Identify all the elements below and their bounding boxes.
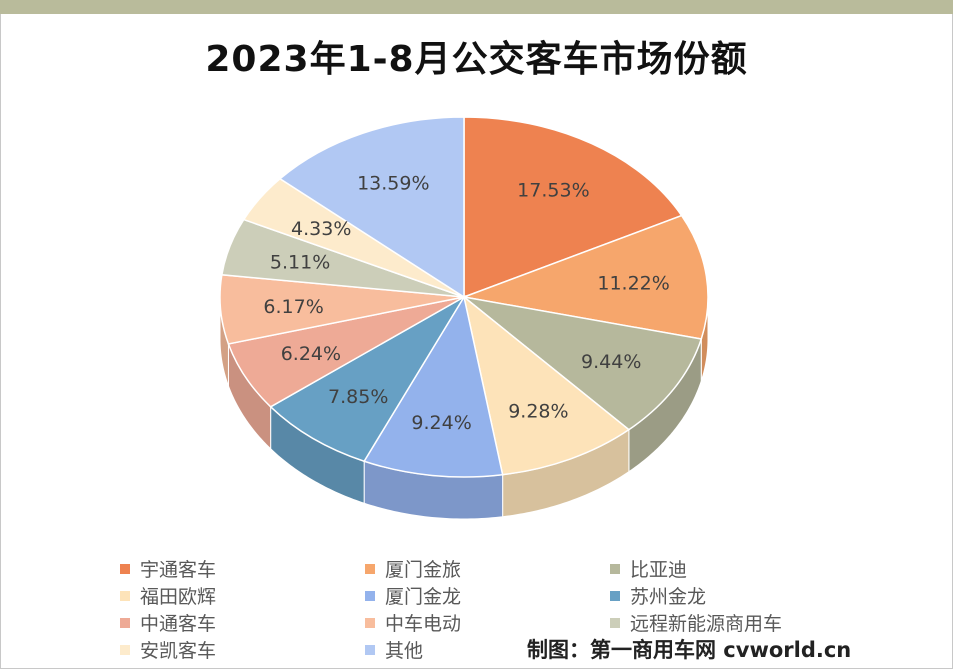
legend-item: 远程新能源商用车 — [610, 610, 870, 635]
legend-swatch — [610, 563, 620, 574]
data-label-9: 5.11% — [270, 252, 330, 274]
legend-swatch — [120, 563, 130, 574]
legend-swatch — [365, 644, 375, 655]
legend-label: 中通客车 — [140, 613, 217, 635]
pie-slice-11 — [278, 116, 465, 299]
legend-swatch — [610, 617, 620, 628]
legend-item: 中通客车 — [120, 610, 365, 635]
legend-item: 安凯客车 — [120, 637, 365, 662]
data-label-4: 9.28% — [508, 400, 568, 422]
chart-title: 2023年1-8月公交客车市场份额 — [205, 39, 748, 80]
legend-label: 远程新能源商用车 — [630, 613, 783, 635]
legend-swatch — [365, 590, 375, 601]
data-label-2: 11.22% — [597, 272, 669, 294]
legend-item: 厦门金龙 — [365, 583, 610, 608]
pie-slice-4 — [462, 295, 631, 476]
data-label-5: 9.24% — [411, 412, 471, 434]
legend-label: 其他 — [385, 640, 424, 662]
legend-label: 厦门金旅 — [385, 559, 462, 581]
legend-item: 比亚迪 — [610, 556, 870, 581]
chart-legend: 宇通客车 厦门金旅 比亚迪福田欧辉 厦门金龙 苏州金龙中通客车 中车电动 远程新能源商用车安… — [120, 556, 840, 662]
legend-item: 宇通客车 — [120, 556, 365, 581]
legend-label: 中车电动 — [385, 613, 462, 635]
data-label-1: 17.53% — [517, 180, 589, 202]
pie-slice-2 — [461, 214, 709, 340]
legend-swatch — [120, 644, 130, 655]
legend-item: 苏州金龙 — [610, 583, 870, 608]
legend-swatch — [120, 617, 130, 628]
chart-credit: 制图：第一商用车网 cvworld.cn — [527, 638, 852, 662]
legend-item: 厦门金旅 — [365, 556, 610, 581]
legend-swatch — [365, 617, 375, 628]
legend-label: 安凯客车 — [140, 640, 217, 662]
pie-slice-6 — [269, 294, 467, 463]
data-label-10: 4.33% — [291, 218, 351, 240]
legend-label: 宇通客车 — [140, 559, 217, 581]
legend-label: 苏州金龙 — [630, 586, 707, 608]
pie-slice-1 — [463, 116, 683, 299]
pie-data-labels: 17.53% 11.22% 9.44% 9.28% 9.24% 7.85% 6.24% 6.1… — [263, 172, 669, 434]
data-label-8: 6.17% — [263, 296, 323, 318]
pie-slice-3 — [463, 296, 703, 431]
data-label-3: 9.44% — [581, 351, 641, 373]
data-label-11: 13.59% — [357, 172, 429, 194]
legend-item: 其他 — [365, 637, 610, 662]
pie-slice-5 — [363, 295, 504, 478]
data-label-6: 7.85% — [328, 386, 388, 408]
legend-item: 福田欧辉 — [120, 583, 365, 608]
legend-swatch — [120, 590, 130, 601]
legend-label: 福田欧辉 — [140, 586, 217, 608]
legend-label: 厦门金龙 — [385, 586, 462, 608]
legend-item: 中车电动 — [365, 610, 610, 635]
legend-label: 比亚迪 — [630, 559, 688, 581]
top-decor-bar — [0, 0, 953, 14]
legend-swatch — [365, 563, 375, 574]
pie-slices — [219, 116, 709, 478]
data-label-7: 6.24% — [281, 343, 341, 365]
legend-swatch — [610, 590, 620, 601]
